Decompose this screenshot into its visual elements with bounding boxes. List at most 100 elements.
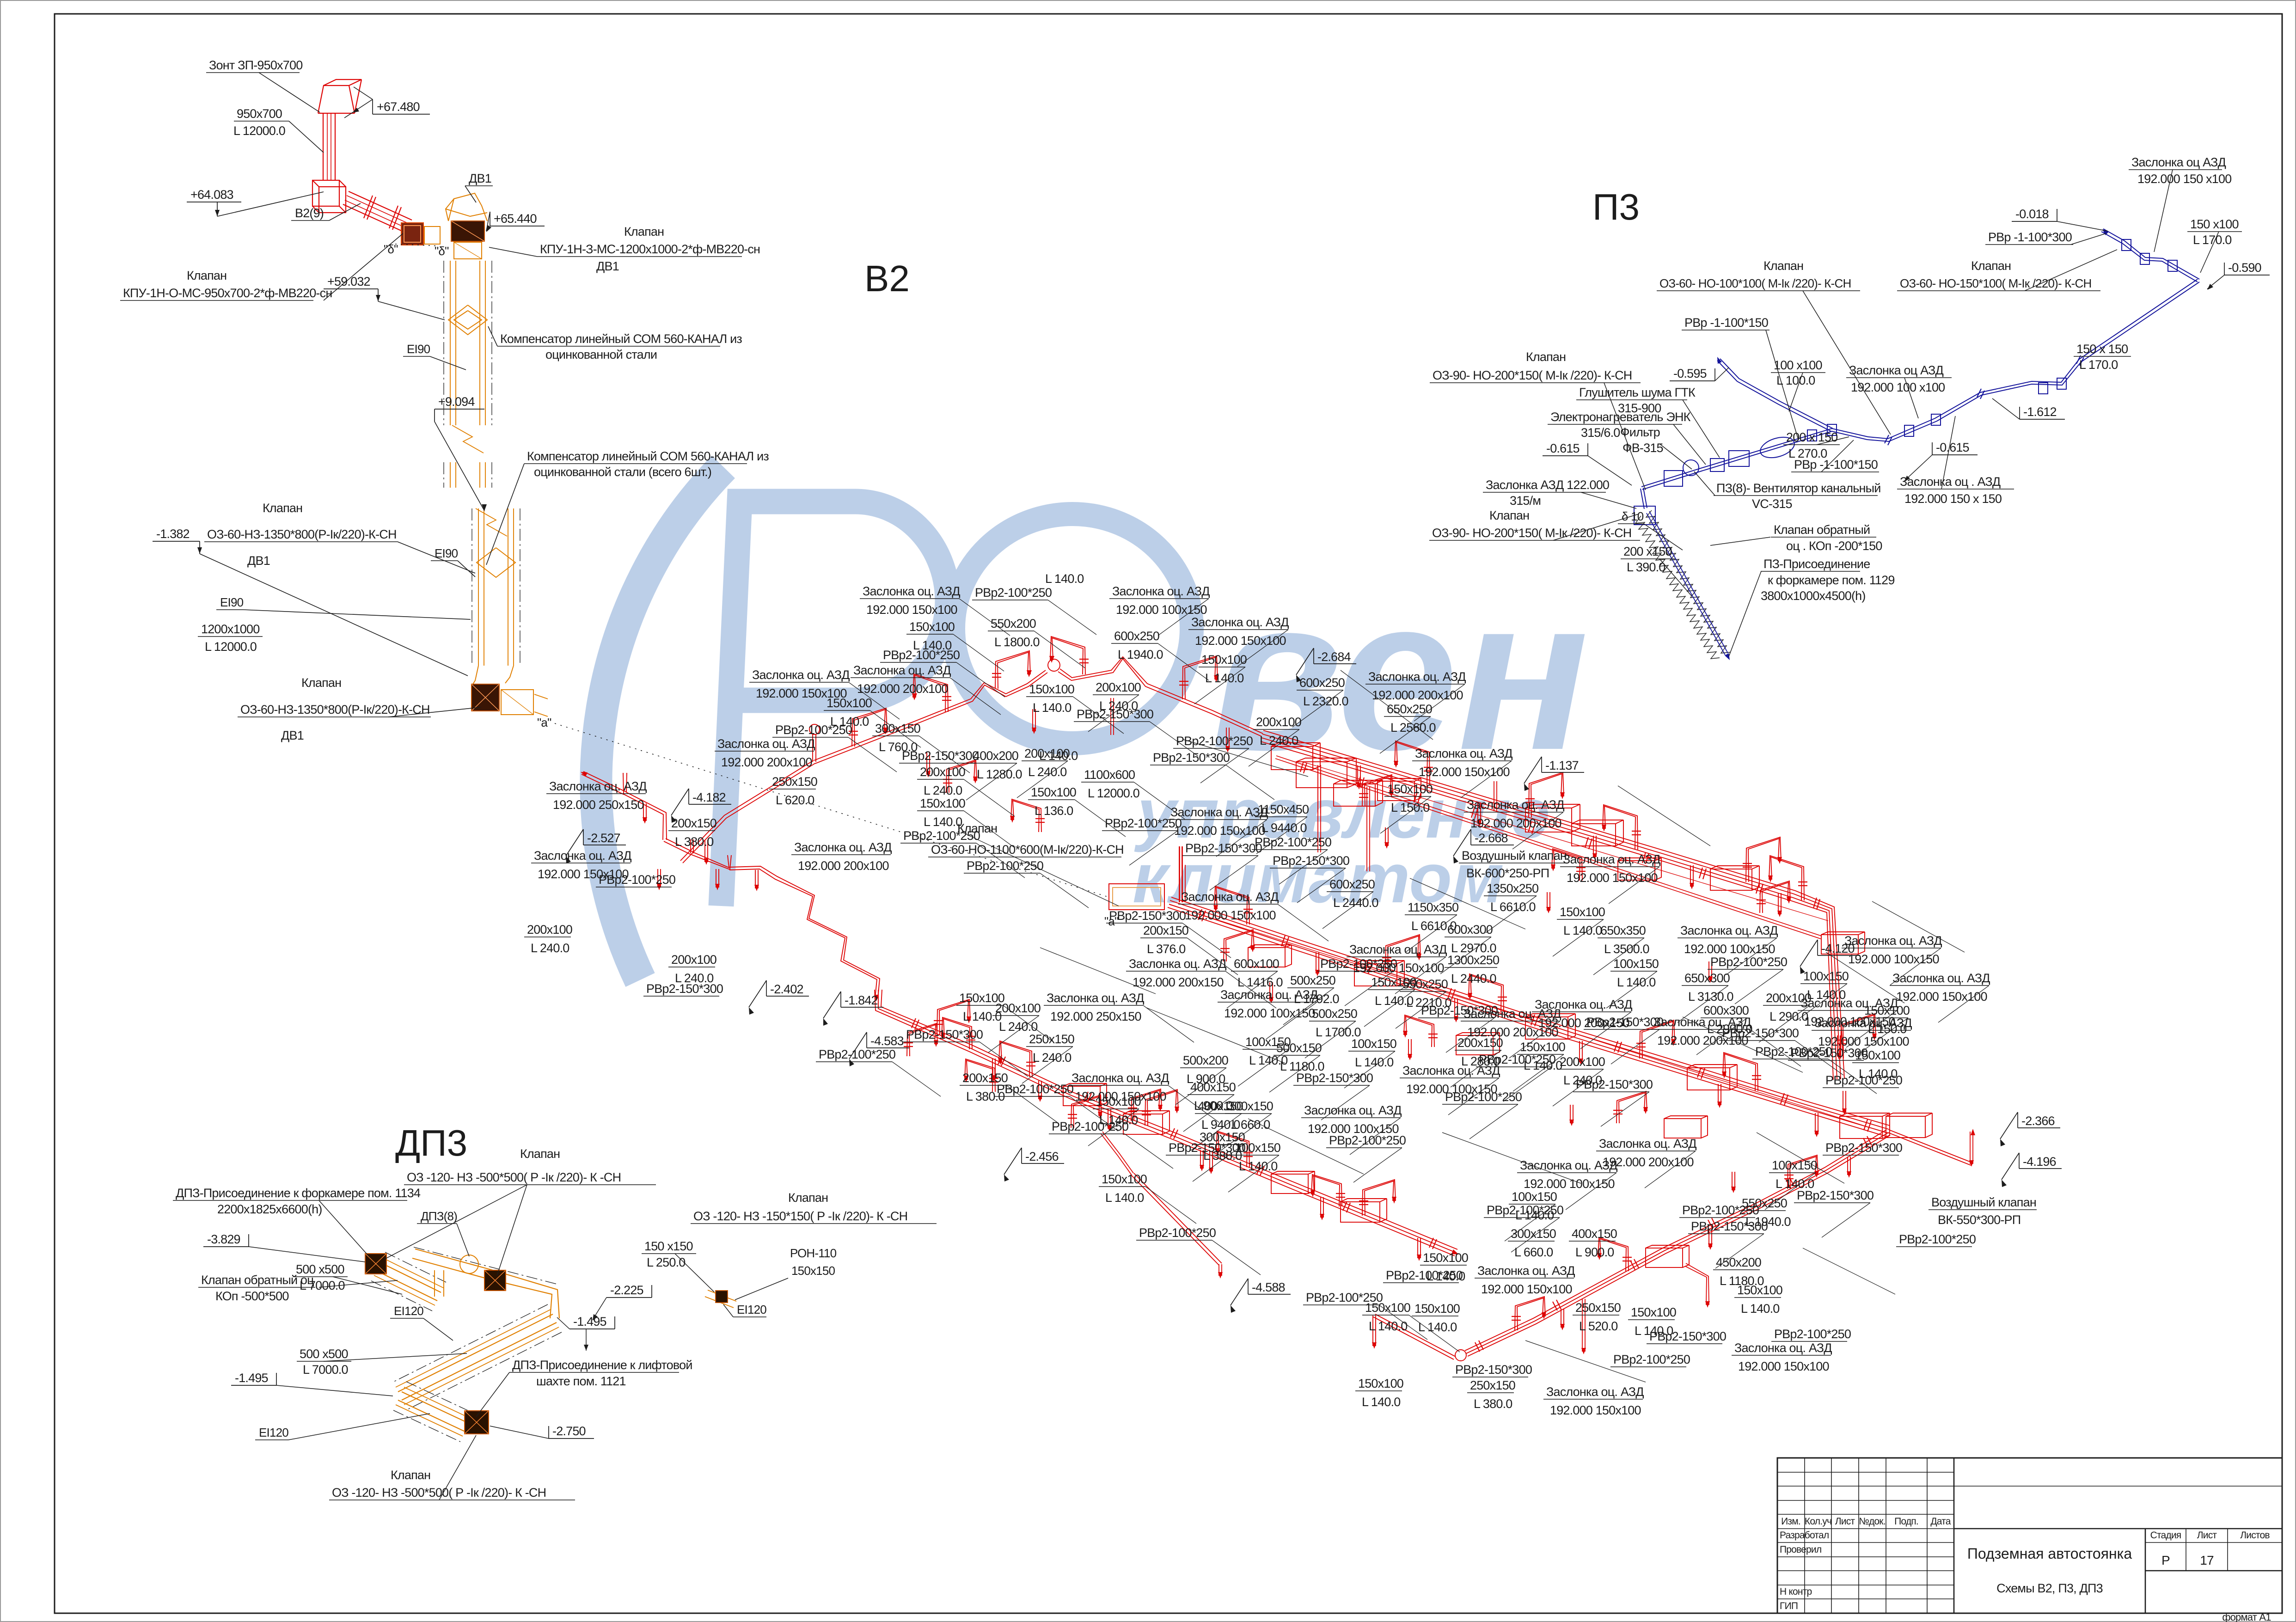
svg-text:192.000 150х100: 192.000 150х100 bbox=[538, 867, 629, 881]
svg-text:-1.495: -1.495 bbox=[573, 1315, 606, 1328]
svg-text:100х150: 100х150 bbox=[1351, 1037, 1396, 1051]
svg-text:+67.480: +67.480 bbox=[377, 100, 420, 114]
svg-text:650х300: 650х300 bbox=[1684, 971, 1730, 985]
svg-text:L 140.0: L 140.0 bbox=[963, 1010, 1001, 1023]
svg-text:500х150: 500х150 bbox=[1276, 1041, 1322, 1055]
svg-text:"δ": "δ" bbox=[384, 242, 398, 256]
svg-text:150х150: 150х150 bbox=[791, 1264, 835, 1278]
svg-text:L 760.0: L 760.0 bbox=[879, 740, 917, 754]
svg-text:300х150: 300х150 bbox=[875, 722, 920, 735]
svg-text:Клапан обратный: Клапан обратный bbox=[1774, 523, 1870, 537]
svg-text:РВр2-100*250: РВр2-100*250 bbox=[975, 586, 1052, 600]
svg-text:L 170.0: L 170.0 bbox=[2193, 233, 2231, 247]
svg-text:100х150: 100х150 bbox=[1772, 1158, 1817, 1172]
svg-text:1350х250: 1350х250 bbox=[1487, 881, 1538, 895]
svg-text:600х250: 600х250 bbox=[1329, 877, 1375, 891]
svg-text:192.000 200х150: 192.000 200х150 bbox=[1538, 1016, 1629, 1030]
svg-text:L 140.0: L 140.0 bbox=[1741, 1302, 1779, 1316]
svg-text:192.000 150х100: 192.000 150х100 bbox=[866, 603, 957, 617]
svg-text:РОН-110: РОН-110 bbox=[790, 1246, 837, 1260]
svg-text:Заслонка оц. АЗД: Заслонка оц. АЗД bbox=[1477, 1264, 1575, 1278]
svg-text:L 6610.0: L 6610.0 bbox=[1411, 919, 1457, 933]
svg-text:150х100: 150х100 bbox=[1102, 1172, 1147, 1186]
svg-text:192.000 150х100: 192.000 150х100 bbox=[1550, 1403, 1641, 1417]
svg-text:Заслонка оц. АЗД: Заслонка оц. АЗД bbox=[1170, 805, 1268, 819]
svg-text:L 240.0: L 240.0 bbox=[1563, 1073, 1602, 1087]
svg-text:L 2560.0: L 2560.0 bbox=[1390, 721, 1436, 734]
svg-text:150х100: 150х100 bbox=[959, 991, 1004, 1005]
svg-text:L 9440.0: L 9440.0 bbox=[1261, 821, 1307, 835]
svg-text:РВр2-100*250: РВр2-100*250 bbox=[599, 873, 675, 887]
svg-text:200х150: 200х150 bbox=[1143, 924, 1188, 937]
svg-text:300х150: 300х150 bbox=[1511, 1227, 1556, 1241]
svg-text:L 2210.0: L 2210.0 bbox=[1406, 996, 1451, 1010]
svg-text:L 240.0: L 240.0 bbox=[531, 941, 569, 955]
svg-text:400х200: 400х200 bbox=[973, 749, 1018, 763]
svg-text:192.000 100 х100: 192.000 100 х100 bbox=[1851, 380, 1945, 394]
svg-text:300х150: 300х150 bbox=[1228, 1099, 1273, 1113]
svg-text:Подземная автостоянка: Подземная автостоянка bbox=[1967, 1545, 2132, 1562]
svg-text:L 2320.0: L 2320.0 bbox=[1303, 694, 1348, 708]
svg-text:РВр2-100*250: РВр2-100*250 bbox=[1306, 1291, 1383, 1304]
svg-text:500х200: 500х200 bbox=[1183, 1053, 1228, 1067]
svg-text:Подп.: Подп. bbox=[1894, 1516, 1918, 1527]
svg-text:РВр2-100*250: РВр2-100*250 bbox=[1613, 1353, 1690, 1366]
svg-text:РВр2-100*250: РВр2-100*250 bbox=[1487, 1203, 1563, 1217]
svg-text:"а": "а" bbox=[1104, 914, 1119, 928]
svg-text:192.000 200х100: 192.000 200х100 bbox=[1467, 1025, 1558, 1039]
svg-text:200х100: 200х100 bbox=[1096, 680, 1141, 694]
svg-text:РВр2-150*300: РВр2-150*300 bbox=[1791, 1046, 1867, 1060]
svg-text:150х100: 150х100 bbox=[1365, 1301, 1410, 1315]
svg-text:150х100: 150х100 bbox=[1358, 1377, 1403, 1390]
svg-text:200 х150: 200 х150 bbox=[1623, 545, 1672, 558]
svg-text:L 1800.0: L 1800.0 bbox=[994, 635, 1040, 649]
svg-text:L 376.0: L 376.0 bbox=[1147, 942, 1185, 956]
svg-text:3800х1000х4500(h): 3800х1000х4500(h) bbox=[1761, 589, 1866, 603]
svg-text:РВр2-150*300: РВр2-150*300 bbox=[1586, 1015, 1663, 1029]
svg-text:L 140.0: L 140.0 bbox=[1807, 988, 1845, 1002]
svg-text:150 х100: 150 х100 bbox=[2190, 217, 2239, 231]
svg-text:L 940.0: L 940.0 bbox=[1201, 1118, 1240, 1132]
svg-text:РВр -1-100*300: РВр -1-100*300 bbox=[1988, 230, 2072, 244]
svg-text:200х100: 200х100 bbox=[920, 765, 965, 779]
svg-text:РВр2-150*300: РВр2-150*300 bbox=[1455, 1363, 1532, 1377]
svg-text:ДВ1: ДВ1 bbox=[281, 728, 304, 742]
svg-text:Дата: Дата bbox=[1930, 1516, 1951, 1527]
svg-text:150 х150: 150 х150 bbox=[644, 1239, 693, 1253]
svg-text:Заслонка оц. АЗД: Заслонка оц. АЗД bbox=[1112, 584, 1210, 598]
svg-text:-2.366: -2.366 bbox=[2021, 1114, 2055, 1128]
svg-text:Заслонка оц. АЗД: Заслонка оц. АЗД bbox=[1680, 924, 1778, 937]
svg-text:150х100: 150х100 bbox=[1631, 1305, 1676, 1319]
svg-text:L 136.0: L 136.0 bbox=[1035, 804, 1073, 818]
svg-text:600х300: 600х300 bbox=[1703, 1004, 1749, 1017]
svg-text:200х150: 200х150 bbox=[671, 816, 716, 830]
svg-text:РВр2-100*250: РВр2-100*250 bbox=[819, 1047, 895, 1061]
svg-text:Заслонка оц. АЗД: Заслонка оц. АЗД bbox=[1546, 1385, 1644, 1399]
svg-text:1200х1000: 1200х1000 bbox=[201, 622, 259, 636]
svg-text:L 660.0: L 660.0 bbox=[1514, 1245, 1553, 1259]
svg-text:L 140.0: L 140.0 bbox=[924, 815, 962, 829]
svg-text:РВр2-100*250: РВр2-100*250 bbox=[1386, 1268, 1463, 1282]
svg-text:192.000 100х150: 192.000 100х150 bbox=[1848, 952, 1939, 966]
svg-text:-1.612: -1.612 bbox=[2023, 405, 2057, 419]
svg-text:315/м: 315/м bbox=[1510, 494, 1541, 508]
svg-text:+59.032: +59.032 bbox=[327, 275, 370, 288]
svg-text:L 2970.0: L 2970.0 bbox=[1451, 941, 1496, 955]
svg-text:Клапан: Клапан bbox=[520, 1147, 560, 1161]
svg-text:150х100: 150х100 bbox=[1096, 1095, 1141, 1108]
svg-text:L 140.0: L 140.0 bbox=[1524, 1059, 1562, 1072]
svg-text:192.000 150х100: 192.000 150х100 bbox=[1185, 908, 1276, 922]
svg-text:РВр2-150*300: РВр2-150*300 bbox=[1797, 1188, 1874, 1202]
svg-text:2200х1825х6600(h): 2200х1825х6600(h) bbox=[217, 1202, 322, 1216]
svg-text:ОЗ-90- НО-200*150( М-Iк /220)-: ОЗ-90- НО-200*150( М-Iк /220)- К-СН bbox=[1432, 526, 1631, 540]
svg-text:L 250.0: L 250.0 bbox=[647, 1255, 685, 1269]
svg-text:Заслонка оц . АЗД: Заслонка оц . АЗД bbox=[1900, 475, 2001, 489]
svg-text:L 290.0: L 290.0 bbox=[1769, 1010, 1808, 1023]
svg-text:VC-315: VC-315 bbox=[1752, 497, 1792, 511]
svg-text:-4.583: -4.583 bbox=[870, 1034, 904, 1048]
svg-text:РВр2-100*250: РВр2-100*250 bbox=[1825, 1073, 1902, 1087]
svg-text:400х150: 400х150 bbox=[1190, 1080, 1236, 1094]
svg-text:Заслонка оц. АЗД: Заслонка оц. АЗД bbox=[1349, 943, 1447, 956]
svg-text:L 520.0: L 520.0 bbox=[1579, 1319, 1617, 1333]
svg-text:Заслонка оц. АЗД: Заслонка оц. АЗД bbox=[1220, 988, 1318, 1002]
